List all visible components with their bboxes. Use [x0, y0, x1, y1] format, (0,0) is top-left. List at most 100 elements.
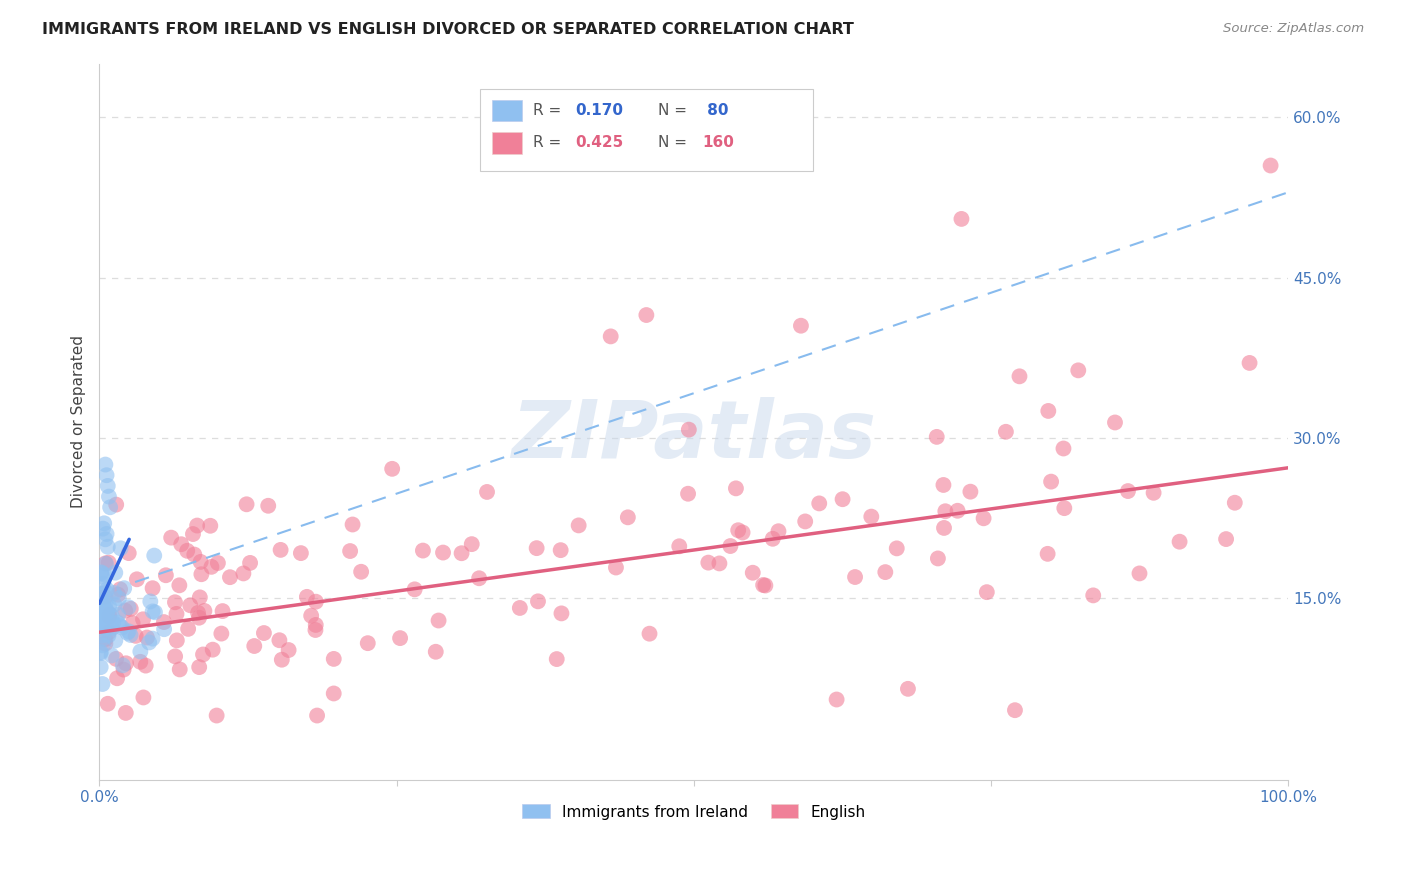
Point: [96, 606, 118, 620]
Point: [257, 499, 280, 513]
Point: [339, 544, 361, 558]
Point: [90, 629, 112, 643]
Point: [91, 587, 114, 601]
Point: [468, 571, 491, 585]
Point: [599, 329, 621, 343]
Point: [831, 492, 853, 507]
Point: [794, 515, 817, 529]
Point: [1239, 356, 1261, 370]
Point: [932, 478, 955, 492]
Point: [307, 708, 329, 723]
Point: [200, 559, 222, 574]
Point: [110, 541, 132, 556]
Point: [932, 521, 955, 535]
Point: [950, 211, 973, 226]
Text: 0.170: 0.170: [575, 103, 623, 118]
Point: [404, 582, 426, 597]
Point: [636, 308, 658, 322]
Point: [155, 568, 177, 582]
Point: [697, 556, 720, 570]
Point: [104, 566, 127, 580]
Point: [790, 318, 813, 333]
Bar: [492, 100, 522, 121]
Point: [381, 462, 404, 476]
Point: [90, 599, 112, 613]
Point: [676, 487, 699, 501]
Point: [994, 425, 1017, 439]
Point: [94, 557, 117, 571]
Point: [170, 537, 193, 551]
Point: [209, 626, 232, 640]
Point: [187, 606, 209, 620]
Point: [527, 594, 550, 608]
Point: [107, 607, 129, 622]
Point: [183, 548, 205, 562]
Point: [1053, 501, 1076, 516]
Point: [450, 546, 472, 560]
Point: [97, 479, 120, 493]
Point: [568, 518, 591, 533]
Point: [96, 527, 118, 541]
Point: [97, 540, 120, 554]
Point: [91, 522, 114, 536]
Point: [118, 546, 141, 560]
Point: [96, 468, 118, 483]
Point: [432, 545, 454, 559]
Point: [96, 605, 118, 619]
Point: [90, 616, 112, 631]
Point: [1223, 496, 1246, 510]
Point: [94, 533, 117, 547]
Point: [1260, 159, 1282, 173]
Point: [350, 565, 373, 579]
Point: [111, 658, 134, 673]
Point: [90, 605, 112, 619]
Point: [94, 613, 117, 627]
Point: [104, 633, 127, 648]
Point: [142, 604, 165, 618]
Point: [1215, 532, 1237, 546]
Point: [270, 542, 292, 557]
Point: [90, 566, 112, 580]
Point: [305, 595, 328, 609]
Point: [191, 648, 214, 662]
Point: [1038, 404, 1060, 418]
Point: [105, 671, 128, 685]
Point: [117, 625, 139, 640]
Point: [163, 595, 186, 609]
Point: [112, 581, 135, 595]
Point: [605, 560, 627, 574]
Point: [101, 621, 124, 635]
Point: [304, 623, 326, 637]
Y-axis label: Divorced or Separated: Divorced or Separated: [72, 335, 86, 508]
Point: [138, 635, 160, 649]
Point: [98, 599, 121, 614]
Point: [270, 653, 292, 667]
Point: [1128, 566, 1150, 581]
Point: [509, 601, 531, 615]
Point: [844, 570, 866, 584]
Point: [97, 625, 120, 640]
Point: [94, 632, 117, 646]
Point: [176, 543, 198, 558]
Point: [135, 658, 157, 673]
Point: [91, 611, 114, 625]
Point: [91, 638, 114, 652]
Point: [120, 628, 142, 642]
Point: [114, 604, 136, 618]
Point: [97, 490, 120, 504]
Point: [90, 607, 112, 621]
Point: [718, 539, 741, 553]
Point: [526, 541, 548, 556]
Point: [412, 543, 434, 558]
Bar: [492, 132, 522, 153]
Point: [93, 576, 115, 591]
Point: [91, 598, 114, 612]
Point: [97, 628, 120, 642]
Point: [96, 621, 118, 635]
Point: [94, 458, 117, 472]
Text: N =: N =: [658, 136, 692, 150]
Point: [166, 633, 188, 648]
Point: [768, 524, 790, 539]
Point: [91, 569, 114, 583]
Point: [243, 639, 266, 653]
